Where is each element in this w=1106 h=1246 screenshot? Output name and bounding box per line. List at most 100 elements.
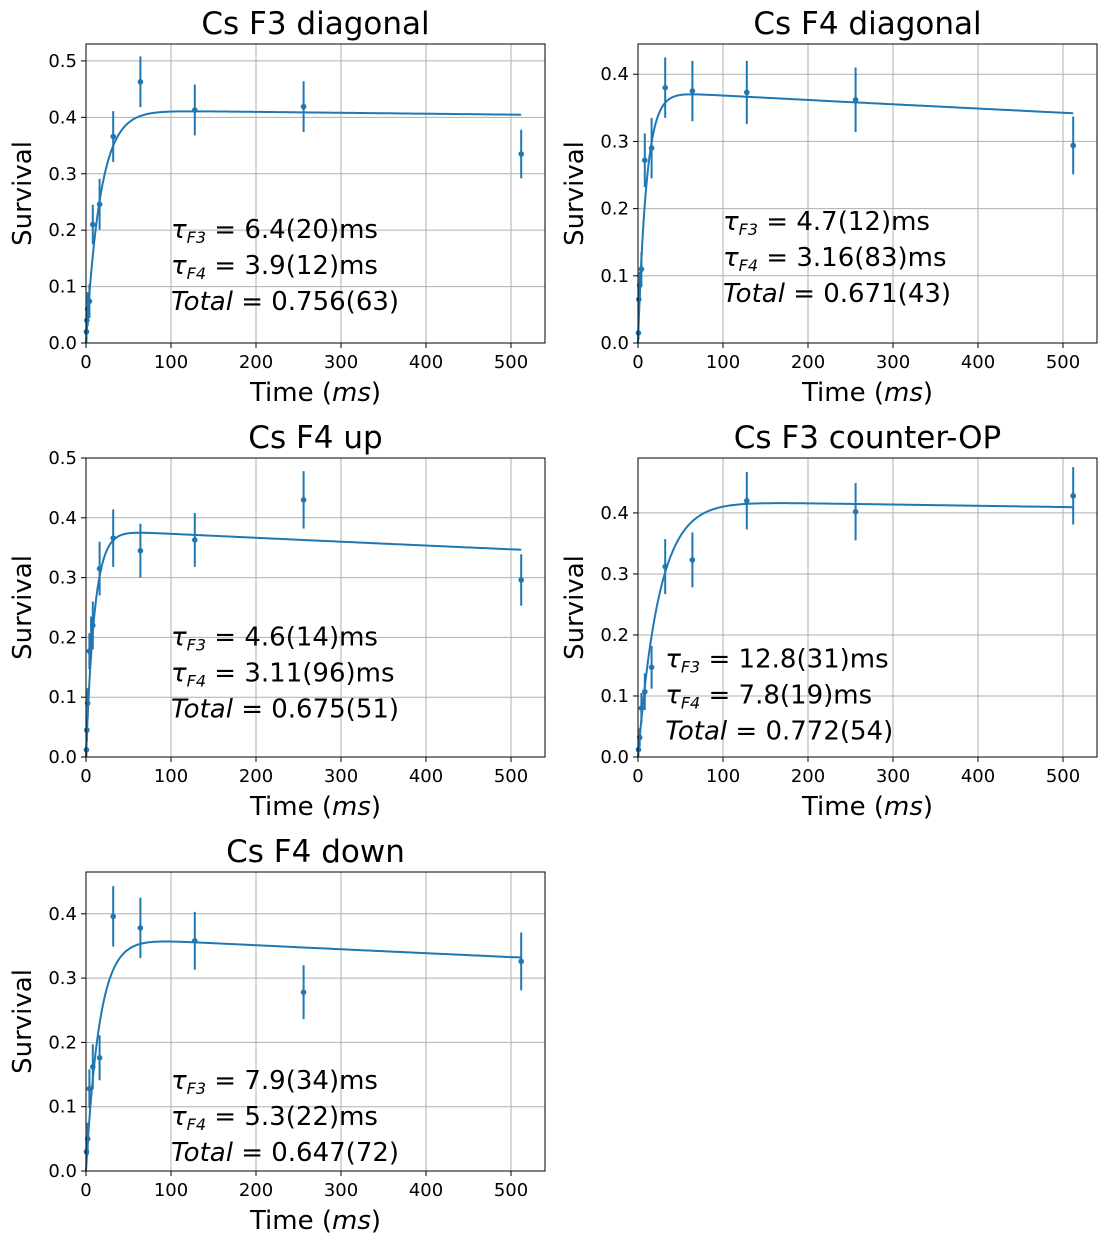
x-tick-label: 200 xyxy=(239,766,273,787)
x-tick-label: 200 xyxy=(791,766,825,787)
fit-annotation-line: τF3 = 6.4(20)ms xyxy=(171,215,378,247)
x-tick-label: 300 xyxy=(876,766,910,787)
data-point xyxy=(648,664,655,671)
data-point xyxy=(84,727,90,733)
data-point xyxy=(137,925,144,931)
x-tick-label: 200 xyxy=(791,352,825,373)
data-point xyxy=(518,151,524,157)
y-tick-label: 0.0 xyxy=(600,747,629,768)
subplot-2: 0 100 200 300 400 500 0.0 0.1 0.2 0.3 0.4 Cs F4 dia… xyxy=(560,6,1098,408)
axes-frame xyxy=(637,43,1098,344)
x-tick-label: 300 xyxy=(324,766,358,787)
x-tick-label: 100 xyxy=(706,352,740,373)
data-point xyxy=(96,1055,103,1061)
y-tick-label: 0.3 xyxy=(48,568,77,589)
x-tick-label: 0 xyxy=(80,766,91,787)
data-point xyxy=(642,688,648,695)
data-point xyxy=(137,547,144,554)
y-tick-label: 0.0 xyxy=(48,1161,77,1182)
x-axis-label: Time (ms) xyxy=(801,378,933,408)
data-point xyxy=(852,96,859,103)
y-tick-label: 0.2 xyxy=(48,627,77,648)
data-point xyxy=(96,201,103,208)
fit-annotation-line: Total = 0.756(63) xyxy=(171,287,399,317)
fit-annotation-line: τF3 = 4.7(12)ms xyxy=(723,207,930,239)
x-tick-label: 400 xyxy=(409,766,443,787)
x-tick-label: 0 xyxy=(80,1180,91,1201)
x-tick-label: 400 xyxy=(409,1180,443,1201)
y-tick-label: 0.2 xyxy=(48,220,77,241)
axes-frame xyxy=(637,457,1098,758)
x-tick-label: 300 xyxy=(876,352,910,373)
x-tick-label: 500 xyxy=(1046,766,1080,787)
y-tick-label: 0.5 xyxy=(48,448,77,469)
data-point xyxy=(110,535,116,541)
data-point xyxy=(638,266,645,272)
x-tick-label: 100 xyxy=(154,1180,188,1201)
fit-annotation-line: τF4 = 3.11(96)ms xyxy=(171,658,395,690)
x-tick-label: 500 xyxy=(494,1180,528,1201)
chart-title: Cs F4 down xyxy=(226,834,405,870)
fit-annotation-line: Total = 0.772(54) xyxy=(665,716,893,746)
x-tick-label: 100 xyxy=(154,766,188,787)
y-tick-label: 0.4 xyxy=(48,904,77,925)
data-point xyxy=(192,537,198,543)
fit-annotation-line: Total = 0.671(43) xyxy=(723,279,951,309)
y-tick-label: 0.2 xyxy=(600,199,629,220)
fit-annotation-line: τF4 = 7.8(19)ms xyxy=(665,680,872,712)
chart-title: Cs F3 counter-OP xyxy=(734,420,1002,456)
data-point xyxy=(1070,142,1076,149)
fit-annotation-line: τF3 = 12.8(31)ms xyxy=(665,644,889,676)
data-point xyxy=(192,107,198,113)
y-tick-label: 0.4 xyxy=(48,107,77,128)
data-point xyxy=(300,103,307,110)
subplot-5: 0 100 200 300 400 500 0.0 0.1 0.2 0.3 0.4 Cs F4 dow… xyxy=(8,834,546,1236)
y-tick-label: 0.3 xyxy=(48,164,77,185)
data-point xyxy=(852,508,859,515)
y-axis-label: Survival xyxy=(8,555,38,660)
data-point xyxy=(638,705,645,711)
y-tick-label: 0.0 xyxy=(48,747,77,768)
data-point xyxy=(300,497,307,503)
x-tick-label: 400 xyxy=(961,766,995,787)
x-tick-label: 500 xyxy=(494,352,528,373)
fit-annotation-line: Total = 0.647(72) xyxy=(171,1138,399,1168)
y-tick-label: 0.4 xyxy=(48,508,77,529)
x-tick-label: 100 xyxy=(154,352,188,373)
x-tick-label: 500 xyxy=(494,766,528,787)
data-point xyxy=(648,145,655,151)
subplot-1: 0 100 200 300 400 500 0.0 0.1 0.2 0.3 0.4 0.5 Cs F3 … xyxy=(8,6,546,408)
subplot-4: 0 100 200 300 400 500 0.0 0.1 0.2 0.3 0.4 Cs F3 cou… xyxy=(560,420,1098,822)
data-point xyxy=(110,133,116,140)
y-tick-label: 0.1 xyxy=(48,277,77,298)
x-axis-label: Time (ms) xyxy=(249,792,381,822)
axes-frame xyxy=(85,457,546,758)
data-point xyxy=(689,88,696,94)
data-point xyxy=(86,1085,93,1092)
x-tick-label: 400 xyxy=(409,352,443,373)
data-point xyxy=(86,298,93,305)
x-tick-label: 0 xyxy=(632,766,643,787)
fit-annotation-line: τF3 = 7.9(34)ms xyxy=(171,1066,378,1098)
y-tick-label: 0.1 xyxy=(600,266,629,287)
x-tick-label: 200 xyxy=(239,352,273,373)
data-point xyxy=(662,563,668,570)
y-axis-label: Survival xyxy=(8,141,38,246)
data-point xyxy=(110,913,116,920)
y-tick-label: 0.2 xyxy=(600,625,629,646)
axes-frame xyxy=(85,43,546,344)
y-tick-label: 0.1 xyxy=(600,686,629,707)
fit-annotation-line: τF4 = 3.9(12)ms xyxy=(171,251,378,283)
x-tick-label: 200 xyxy=(239,1180,273,1201)
fit-curve xyxy=(637,93,1074,344)
data-point xyxy=(137,78,144,85)
data-point xyxy=(662,84,668,91)
subplot-3: 0 100 200 300 400 500 0.0 0.1 0.2 0.3 0.4 0.5 Cs F4 … xyxy=(8,420,546,822)
x-tick-label: 0 xyxy=(80,352,91,373)
data-point xyxy=(192,938,198,944)
x-tick-label: 300 xyxy=(324,1180,358,1201)
data-point xyxy=(518,577,524,583)
data-point xyxy=(744,89,750,96)
data-point xyxy=(90,221,96,228)
